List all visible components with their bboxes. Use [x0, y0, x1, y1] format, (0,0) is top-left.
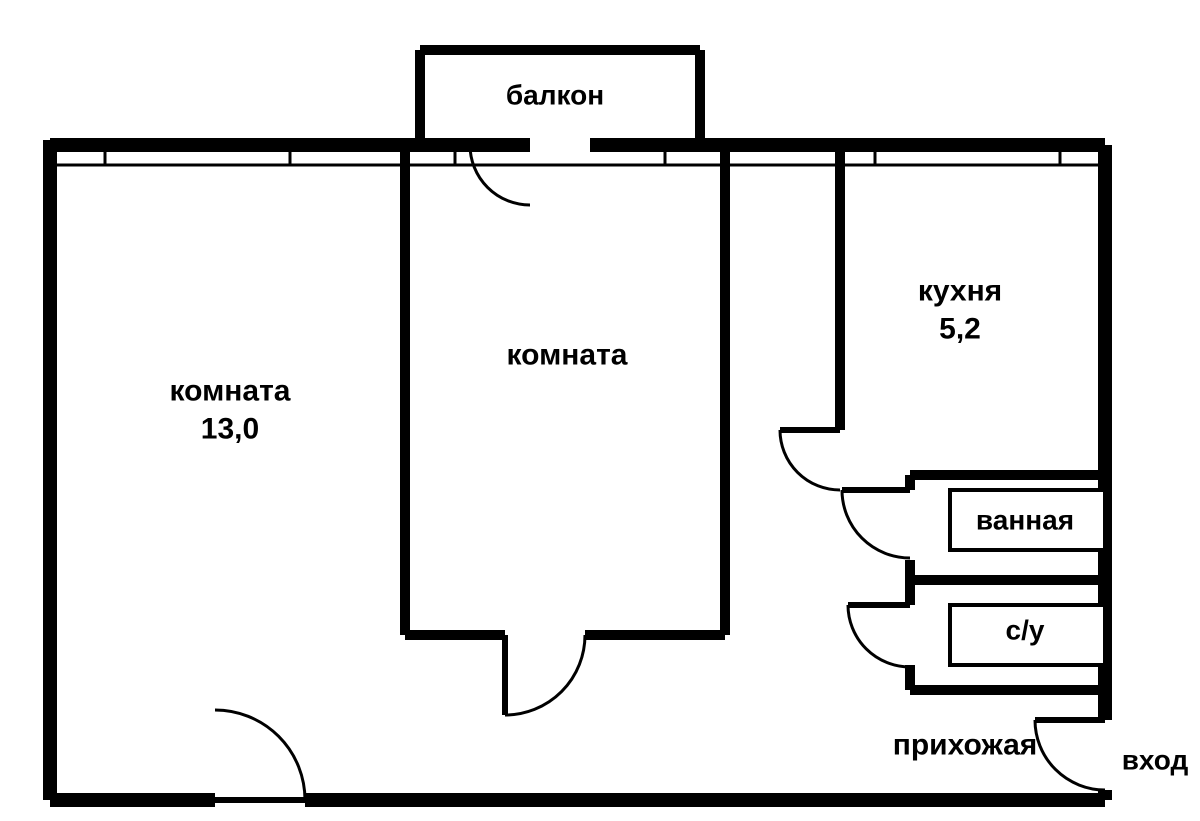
text-bath: ванная: [976, 505, 1074, 536]
text-toilet: с/у: [1006, 615, 1045, 646]
text-entrance: вход: [1122, 745, 1189, 776]
label-room-left: комната 13,0: [170, 373, 291, 448]
area-room-left: 13,0: [201, 412, 259, 445]
text-hallway: прихожая: [893, 728, 1038, 761]
floor-plan: балкон комната 13,0 комната кухня 5,2 ва…: [0, 0, 1200, 821]
area-kitchen: 5,2: [939, 312, 981, 345]
label-toilet: с/у: [1006, 613, 1045, 648]
label-bath: ванная: [976, 503, 1074, 538]
text-room-mid: комната: [507, 338, 628, 371]
text-room-left: комната: [170, 375, 291, 408]
label-balcony: балкон: [506, 78, 604, 113]
label-hallway: прихожая: [893, 726, 1038, 764]
label-entrance: вход: [1122, 743, 1189, 778]
text-balcony: балкон: [506, 80, 604, 111]
label-room-mid: комната: [507, 336, 628, 374]
text-kitchen: кухня: [918, 275, 1002, 308]
label-kitchen: кухня 5,2: [918, 273, 1002, 348]
